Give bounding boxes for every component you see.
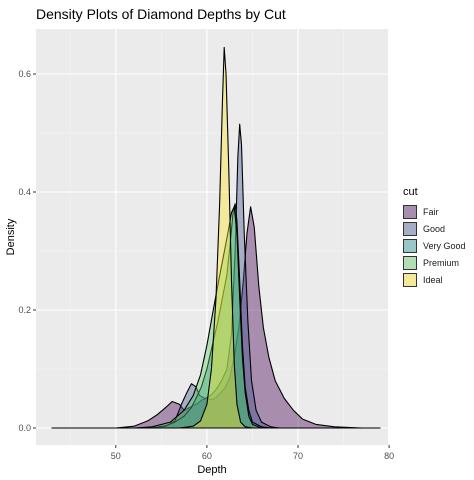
legend-title: cut <box>403 186 418 198</box>
legend-label: Fair <box>423 206 439 217</box>
x-tick-label: 80 <box>384 451 394 461</box>
legend-item-ideal: Ideal <box>403 271 443 288</box>
axes: 50 60 70 80 0.0 0.2 0.4 0.6 <box>18 69 394 461</box>
density-area-premium <box>51 206 381 429</box>
density-areas <box>51 46 381 429</box>
chart-title: Density Plots of Diamond Depths by Cut <box>36 6 286 22</box>
legend-swatch <box>403 272 417 287</box>
legend-item-premium: Premium <box>403 254 459 271</box>
legend-item-good: Good <box>403 220 445 237</box>
plot-panel <box>36 29 388 445</box>
y-tick-label: 0.0 <box>18 423 31 433</box>
density-area-ideal <box>51 46 381 429</box>
legend-swatch <box>403 255 417 270</box>
density-area-fair <box>51 206 381 429</box>
density-area-very-good <box>51 203 381 429</box>
y-tick-label: 0.4 <box>18 187 31 197</box>
legend-swatch <box>403 204 417 219</box>
legend-item-fair: Fair <box>403 203 439 220</box>
x-tick-label: 70 <box>293 451 303 461</box>
y-tick-label: 0.2 <box>18 305 31 315</box>
x-tick-label: 60 <box>202 451 212 461</box>
legend-label: Ideal <box>423 274 443 285</box>
y-axis-label: Density <box>5 218 17 255</box>
legend-swatch <box>403 238 417 253</box>
y-tick-label: 0.6 <box>18 69 31 79</box>
density-area-good <box>51 123 381 429</box>
legend-label: Good <box>423 223 446 234</box>
legend-label: Very Good <box>423 240 466 251</box>
legend-item-very-good: Very Good <box>403 237 466 254</box>
x-axis-label: Depth <box>197 464 226 476</box>
legend-label: Premium <box>423 257 460 268</box>
x-tick-label: 50 <box>111 451 121 461</box>
legend-swatch <box>403 221 417 236</box>
